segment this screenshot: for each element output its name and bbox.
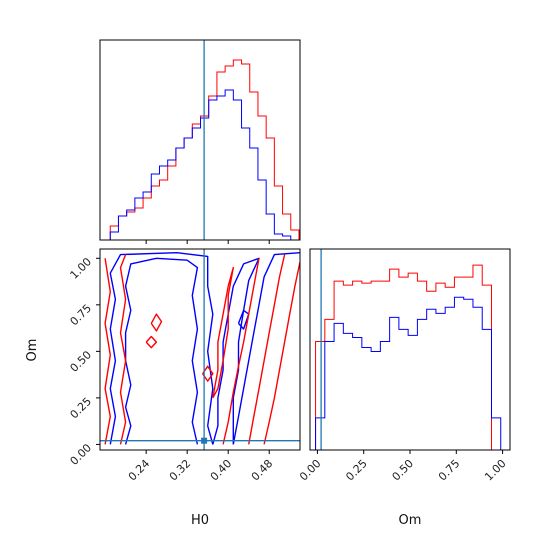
h0-marginal-frame: [99, 39, 301, 241]
contour-1-4: [263, 261, 300, 445]
om-histogram-step-0: [315, 264, 501, 451]
contour-1-2: [222, 258, 260, 445]
contour-1-0: [104, 258, 111, 445]
contour-1-3: [248, 254, 286, 445]
contour-1-6: [150, 313, 163, 332]
h0-histogram-step-1: [109, 89, 299, 241]
h0-marginal-panel: [99, 39, 301, 244]
contour-frame: [99, 248, 301, 451]
om-histogram-step-1: [315, 296, 502, 450]
x-axis-label-om: Om: [399, 513, 422, 528]
x-axis-label-h0: H0: [191, 513, 209, 528]
contour-0-0: [124, 257, 199, 445]
contour-0-2: [212, 257, 260, 445]
y-axis-label-om: Om: [25, 339, 40, 362]
contour-1-7: [145, 335, 158, 349]
contour-1-1: [119, 254, 127, 445]
contour-1-5: [212, 266, 234, 399]
contour-0-3: [232, 252, 300, 445]
contour-truth-marker: [201, 437, 208, 444]
contour-1-8: [202, 365, 214, 382]
